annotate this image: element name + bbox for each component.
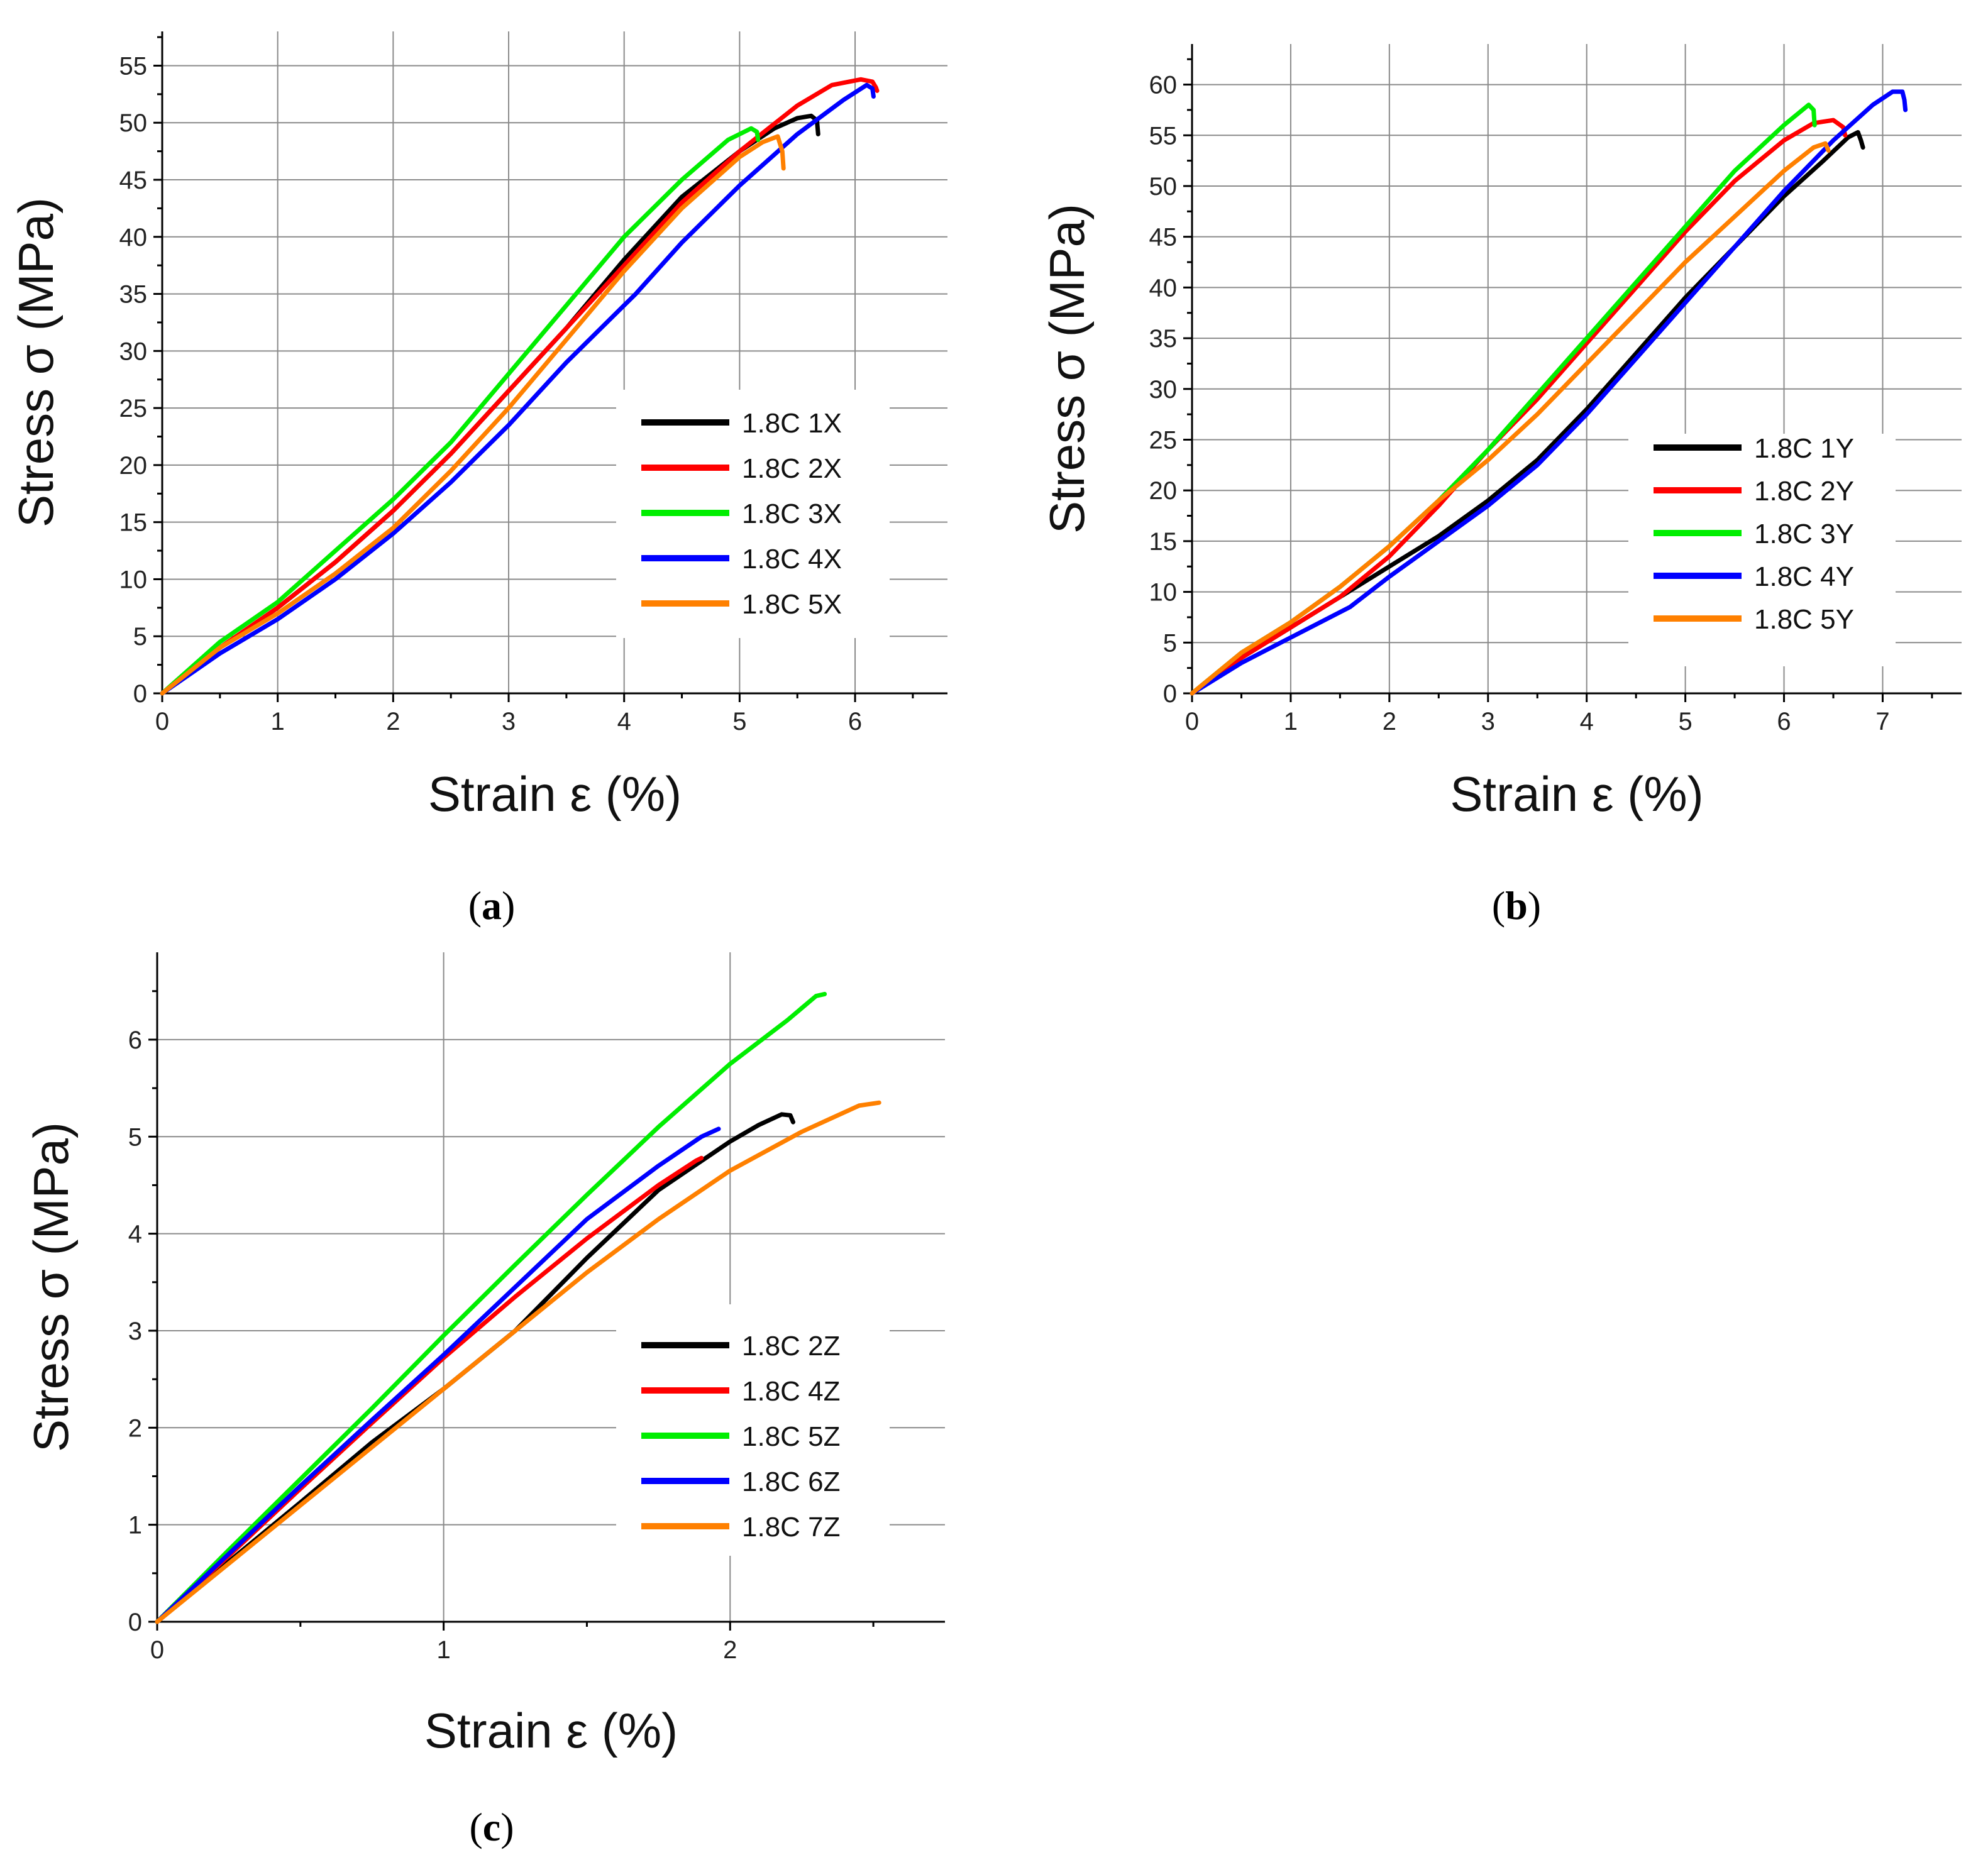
y-tick-label: 3 bbox=[128, 1318, 142, 1345]
y-tick-label: 15 bbox=[119, 509, 148, 537]
x-tick-label: 6 bbox=[1777, 708, 1791, 735]
x-tick-label: 3 bbox=[502, 708, 516, 735]
legend-label: 1.8C 5X bbox=[742, 589, 842, 620]
series-line-1-8c-6z bbox=[155, 1126, 721, 1624]
x-tick-label: 6 bbox=[848, 708, 862, 735]
series-line-1-8c-4y bbox=[1190, 89, 1908, 696]
y-tick-label: 20 bbox=[1149, 477, 1178, 505]
series-line-1-8c-2z bbox=[155, 1112, 795, 1624]
legend-label: 1.8C 1Y bbox=[1754, 433, 1854, 464]
x-tick-label: 0 bbox=[1185, 708, 1199, 735]
y-tick-label: 0 bbox=[1163, 680, 1177, 708]
y-tick-label: 50 bbox=[119, 109, 148, 137]
y-axis-title: Stress σ (MPa) bbox=[8, 197, 64, 527]
x-tick-label: 4 bbox=[617, 708, 631, 735]
series-line-1-8c-5x bbox=[160, 134, 786, 696]
x-tick-label: 0 bbox=[155, 708, 169, 735]
legend-label: 1.8C 2Z bbox=[742, 1331, 841, 1362]
series-line-1-8c-5y bbox=[1190, 141, 1831, 696]
panel-caption-letter: a bbox=[482, 883, 502, 928]
x-tick-label: 2 bbox=[386, 708, 400, 735]
panel-caption-letter: b bbox=[1505, 883, 1528, 928]
y-tick-label: 5 bbox=[128, 1123, 142, 1151]
x-tick-label: 1 bbox=[1284, 708, 1298, 735]
x-tick-label: 2 bbox=[1383, 708, 1396, 735]
y-tick-label: 35 bbox=[119, 281, 148, 309]
y-tick-label: 30 bbox=[119, 338, 148, 365]
series-line-1-8c-3x bbox=[160, 126, 761, 696]
x-tick-label: 0 bbox=[150, 1636, 164, 1664]
x-tick-label: 1 bbox=[271, 708, 285, 735]
y-tick-label: 5 bbox=[1163, 629, 1177, 657]
x-axis-title: Strain ε (%) bbox=[1450, 766, 1703, 822]
series-line-1-8c-7z bbox=[155, 1100, 881, 1624]
x-axis-title: Strain ε (%) bbox=[424, 1703, 678, 1758]
y-tick-label: 45 bbox=[1149, 224, 1178, 251]
legend-label: 1.8C 4Z bbox=[742, 1376, 841, 1407]
y-tick-label: 60 bbox=[1149, 72, 1178, 99]
series-line-1-8c-2y bbox=[1190, 118, 1848, 696]
y-tick-label: 35 bbox=[1149, 325, 1178, 353]
x-tick-label: 1 bbox=[437, 1636, 451, 1664]
y-tick-label: 40 bbox=[1149, 274, 1178, 302]
x-tick-label: 3 bbox=[1481, 708, 1495, 735]
y-tick-label: 55 bbox=[1149, 122, 1178, 150]
legend-label: 1.8C 5Z bbox=[742, 1421, 841, 1452]
y-axis-title: Stress σ (MPa) bbox=[23, 1122, 79, 1452]
panel-caption: (b) bbox=[1492, 883, 1541, 928]
y-tick-label: 45 bbox=[119, 167, 148, 194]
y-tick-label: 30 bbox=[1149, 376, 1178, 404]
legend-label: 1.8C 4Y bbox=[1754, 561, 1854, 592]
y-tick-label: 4 bbox=[128, 1221, 142, 1248]
x-tick-label: 4 bbox=[1580, 708, 1594, 735]
y-tick-label: 5 bbox=[133, 623, 147, 651]
y-axis-title: Stress σ (MPa) bbox=[1039, 204, 1095, 534]
chart-panel-c: 0 1 2 0 1 2 3 4 5 6 Strain ε (%) Stress σ (MPa) 1.8C… bbox=[23, 952, 945, 1849]
y-tick-label: 20 bbox=[119, 452, 148, 480]
x-tick-label: 7 bbox=[1875, 708, 1889, 735]
series-line-1-8c-4x bbox=[160, 82, 876, 696]
series-line-1-8c-2x bbox=[160, 77, 880, 696]
legend-label: 1.8C 1X bbox=[742, 408, 842, 439]
y-tick-label: 25 bbox=[1149, 426, 1178, 454]
panel-caption: (c) bbox=[469, 1805, 514, 1849]
legend-box bbox=[1628, 434, 1896, 666]
x-tick-label: 5 bbox=[1678, 708, 1692, 735]
y-tick-label: 10 bbox=[119, 566, 148, 593]
y-tick-label: 6 bbox=[128, 1026, 142, 1054]
x-tick-label: 5 bbox=[732, 708, 746, 735]
series-line-1-8c-5z bbox=[155, 991, 827, 1624]
legend-label: 1.8C 2Y bbox=[1754, 476, 1854, 507]
legend-label: 1.8C 6Z bbox=[742, 1467, 841, 1497]
legend-label: 1.8C 2X bbox=[742, 453, 842, 484]
legend-label: 1.8C 3X bbox=[742, 498, 842, 529]
y-tick-label: 15 bbox=[1149, 528, 1178, 556]
y-tick-label: 25 bbox=[119, 395, 148, 422]
legend-label: 1.8C 3Y bbox=[1754, 519, 1854, 549]
y-tick-label: 10 bbox=[1149, 579, 1178, 607]
panel-caption-letter: c bbox=[483, 1805, 500, 1849]
legend-label: 1.8C 4X bbox=[742, 544, 842, 575]
y-tick-label: 50 bbox=[1149, 173, 1178, 201]
y-tick-label: 40 bbox=[119, 224, 148, 251]
x-tick-label: 2 bbox=[723, 1636, 737, 1664]
y-tick-label: 0 bbox=[133, 680, 147, 708]
y-tick-label: 55 bbox=[119, 52, 148, 80]
panel-caption: (a) bbox=[468, 883, 516, 928]
y-tick-label: 0 bbox=[128, 1609, 142, 1636]
legend-label: 1.8C 7Z bbox=[742, 1512, 841, 1543]
x-axis-title: Strain ε (%) bbox=[428, 766, 682, 822]
y-tick-label: 1 bbox=[128, 1512, 142, 1539]
y-tick-label: 2 bbox=[128, 1414, 142, 1442]
legend-label: 1.8C 5Y bbox=[1754, 604, 1854, 635]
